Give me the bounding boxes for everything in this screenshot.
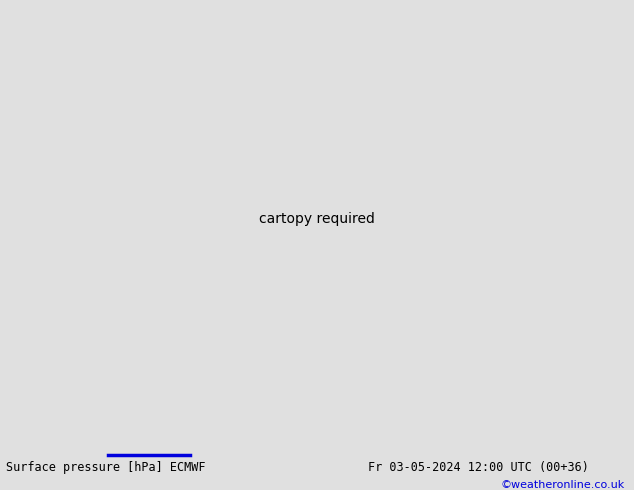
Text: Surface pressure [hPa] ECMWF: Surface pressure [hPa] ECMWF <box>6 461 206 473</box>
Text: Fr 03-05-2024 12:00 UTC (00+36): Fr 03-05-2024 12:00 UTC (00+36) <box>368 461 588 473</box>
Text: cartopy required: cartopy required <box>259 212 375 226</box>
Text: ©weatheronline.co.uk: ©weatheronline.co.uk <box>501 480 625 490</box>
